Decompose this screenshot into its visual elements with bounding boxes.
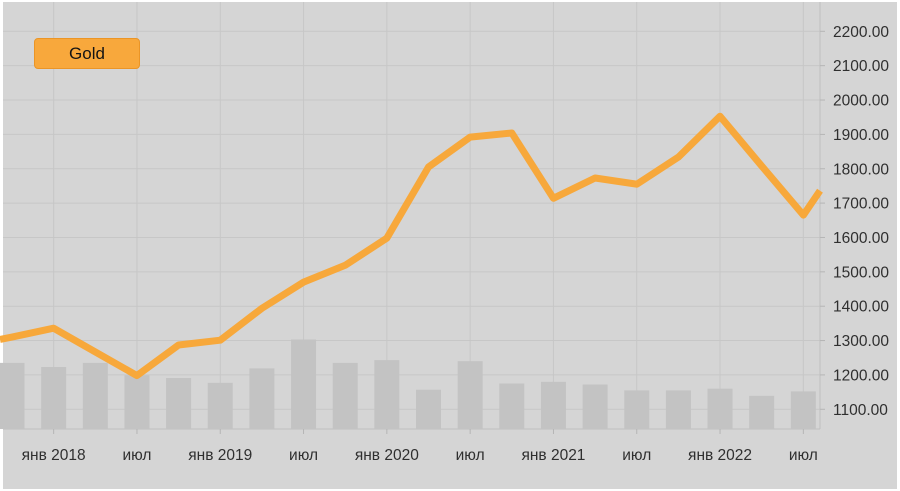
y-axis-label: 1700.00 [833, 196, 889, 213]
volume-bar [624, 390, 650, 429]
volume-bar [166, 378, 192, 429]
x-axis-label: июл [456, 447, 485, 464]
volume-bar [790, 391, 816, 429]
x-axis-label: июл [122, 447, 151, 464]
y-axis-label: 2200.00 [833, 24, 889, 41]
y-axis-label: 1400.00 [833, 299, 889, 316]
volume-bar [582, 384, 608, 429]
y-axis-label: 1600.00 [833, 230, 889, 247]
volume-bar [374, 360, 400, 429]
legend-gold[interactable]: Gold [34, 38, 140, 69]
volume-bar [665, 390, 691, 429]
volume-bar [291, 339, 317, 429]
volume-bar [332, 362, 358, 429]
volume-bar [207, 382, 233, 429]
x-axis-label: янв 2020 [355, 447, 419, 464]
x-axis-label: июл [289, 447, 318, 464]
volume-bar [499, 383, 525, 429]
chart-background [3, 2, 897, 489]
volume-bar [41, 367, 67, 429]
x-axis-label: июл [789, 447, 818, 464]
volume-bar [457, 361, 483, 429]
volume-bar [124, 375, 150, 429]
gold-price-line [0, 112, 823, 380]
volume-bar [416, 389, 441, 429]
y-axis-label: 1500.00 [833, 264, 889, 281]
x-axis-label: янв 2021 [521, 447, 585, 464]
y-axis-label: 2000.00 [833, 93, 889, 110]
x-axis-label: янв 2018 [22, 447, 86, 464]
volume-bar [707, 388, 733, 429]
y-axis-label: 1800.00 [833, 161, 889, 178]
volume-bar [540, 381, 566, 429]
y-axis-label: 1100.00 [833, 402, 888, 419]
legend-gold-label: Gold [69, 43, 105, 63]
y-axis-label: 1200.00 [833, 367, 889, 384]
y-axis-label: 2100.00 [833, 58, 889, 75]
y-axis-label: 1900.00 [833, 127, 889, 144]
volume-bar [249, 368, 275, 429]
x-axis-label: янв 2019 [188, 447, 252, 464]
volume-bar [0, 362, 25, 429]
volume-bar [749, 395, 775, 429]
y-axis-label: 1300.00 [833, 333, 889, 350]
x-axis-label: янв 2022 [688, 447, 752, 464]
volume-bar [82, 362, 108, 429]
x-axis-label: июл [622, 447, 651, 464]
